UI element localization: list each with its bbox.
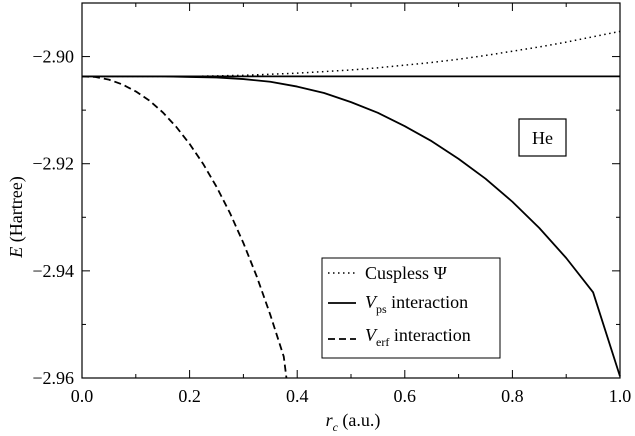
series-cuspless-line [82, 30, 621, 78]
element-label: He [532, 128, 553, 148]
x-axis-title: rc (a.u.) [326, 410, 381, 434]
y-tick-label: −2.90 [32, 47, 74, 67]
x-tick-label: 0.4 [286, 386, 309, 406]
plot-frame [81, 2, 621, 379]
x-tick-label: 0.2 [178, 386, 201, 406]
legend-label-verf: Verf interaction [365, 325, 471, 349]
y-tick-label: −2.94 [32, 261, 74, 281]
y-tick-label: −2.96 [32, 368, 74, 388]
legend-label-cuspless: Cuspless Ψ [365, 263, 448, 283]
element-label-box: He [518, 118, 567, 157]
element-label-frame [518, 118, 567, 157]
x-tick-label: 1.0 [609, 386, 632, 406]
legend-frame [321, 257, 501, 359]
legend: Cuspless Ψ Vps interaction Verf interact… [321, 257, 501, 359]
data-series [81, 30, 621, 379]
tick-labels: 0.0 0.2 0.4 0.6 0.8 1.0 −2.90 −2.92 −2.94 −2.96 [32, 47, 631, 406]
series-verf-line [81, 75, 288, 379]
x-tick-label: 0.0 [71, 386, 94, 406]
x-tick-label: 0.8 [501, 386, 524, 406]
legend-label-vps: Vps interaction [365, 292, 468, 316]
y-tick-label: −2.92 [32, 154, 74, 174]
y-axis-title: E (Hartree) [6, 176, 27, 258]
x-tick-label: 0.6 [394, 386, 417, 406]
